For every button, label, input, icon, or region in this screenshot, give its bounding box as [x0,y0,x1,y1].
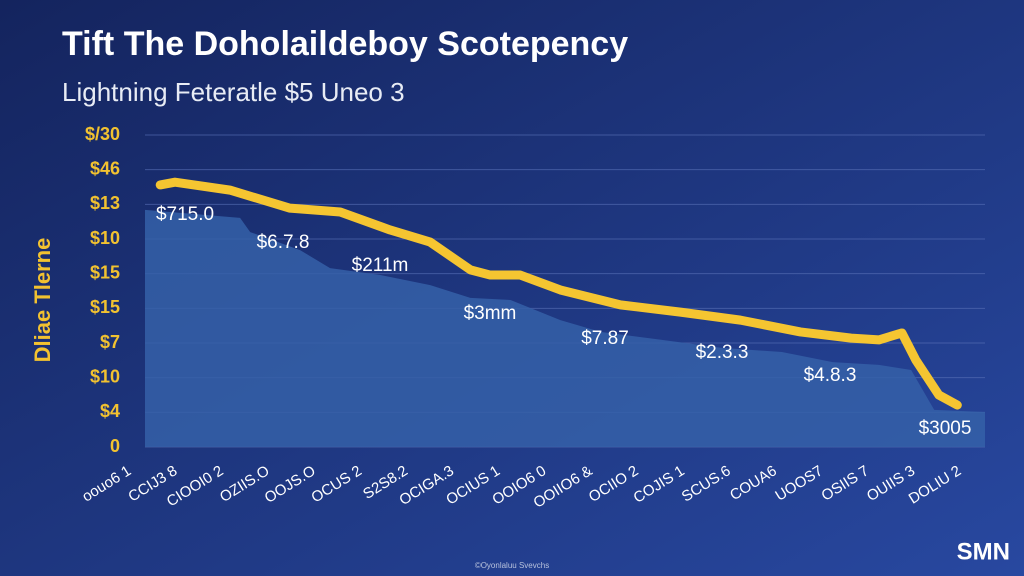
data-annotation: $2.3.3 [696,342,749,363]
y-tick-label: $13 [90,193,120,213]
y-tick-label: $15 [90,262,120,282]
y-tick-label: 0 [110,436,120,456]
y-tick-label: $15 [90,297,120,317]
y-tick-label: $46 [90,158,120,178]
line [155,177,962,410]
data-annotation: $7.87 [581,328,629,349]
data-annotation: $6.7.8 [257,232,310,253]
area [145,209,985,447]
data-annotation: $4.8.3 [804,365,857,386]
data-annotation: $715.0 [156,204,214,225]
data-annotation: $211m [352,255,409,276]
data-annotation: $3005 [919,418,972,439]
y-tick-label: $7 [100,332,120,352]
y-tick-label: $10 [90,366,120,386]
footer: ©Oyonlaluu Svevchs [475,561,549,570]
y-tick-label: $/30 [85,124,120,144]
data-annotation: $3mm [464,303,517,324]
chart-title: Tift The Doholaildeboy Scotepency [62,25,628,63]
y-axis-label: Dliae Tlerne [30,238,55,363]
chart-subtitle: Lightning Feteratle $5 Uneo 3 [62,77,405,107]
watermark: SMN [957,538,1010,565]
y-tick-label: $10 [90,228,120,248]
y-tick-label: $4 [100,401,120,421]
